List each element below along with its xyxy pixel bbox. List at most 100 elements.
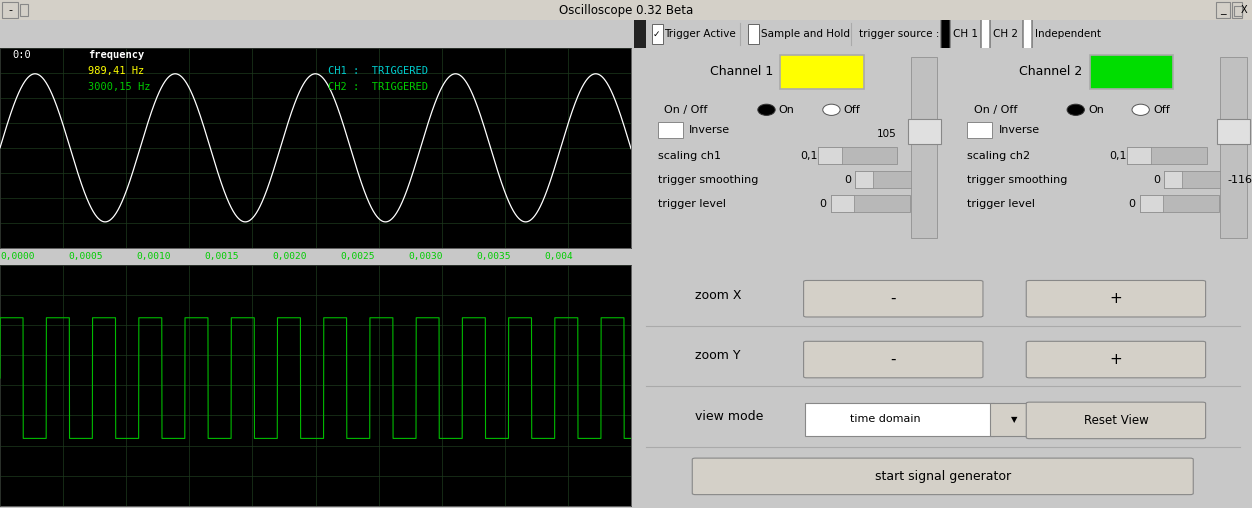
Text: ✓: ✓ bbox=[652, 29, 660, 39]
Text: _: _ bbox=[1221, 5, 1226, 15]
Text: 0: 0 bbox=[1128, 199, 1136, 209]
Text: zoom Y: zoom Y bbox=[695, 350, 741, 362]
FancyBboxPatch shape bbox=[1139, 195, 1163, 212]
Text: 0,0000: 0,0000 bbox=[0, 252, 35, 261]
Text: Off: Off bbox=[1153, 105, 1169, 115]
Text: -116: -116 bbox=[1227, 175, 1252, 185]
Text: CH 2: CH 2 bbox=[993, 29, 1018, 39]
Bar bbox=[1232, 2, 1242, 18]
Text: On / Off: On / Off bbox=[974, 105, 1017, 115]
Circle shape bbox=[1067, 104, 1084, 115]
Text: trigger level: trigger level bbox=[968, 199, 1035, 209]
Bar bbox=[3, 2, 18, 18]
Text: trigger level: trigger level bbox=[659, 199, 726, 209]
FancyBboxPatch shape bbox=[1217, 119, 1249, 144]
FancyBboxPatch shape bbox=[780, 55, 864, 89]
Bar bbox=[968, 122, 993, 138]
Bar bbox=[747, 24, 759, 44]
Circle shape bbox=[982, 0, 990, 157]
Text: frequency: frequency bbox=[89, 50, 144, 60]
FancyBboxPatch shape bbox=[1127, 147, 1207, 165]
Text: CH 1: CH 1 bbox=[953, 29, 978, 39]
FancyBboxPatch shape bbox=[1027, 402, 1206, 438]
Text: 0,0005: 0,0005 bbox=[68, 252, 103, 261]
Text: trigger source :: trigger source : bbox=[859, 29, 939, 39]
Text: Independent: Independent bbox=[1034, 29, 1101, 39]
Circle shape bbox=[942, 0, 950, 157]
FancyBboxPatch shape bbox=[818, 147, 841, 165]
FancyBboxPatch shape bbox=[830, 195, 854, 212]
Text: 3000,15 Hz: 3000,15 Hz bbox=[89, 82, 150, 92]
Text: CH1 :  TRIGGERED: CH1 : TRIGGERED bbox=[328, 66, 428, 76]
Text: view mode: view mode bbox=[695, 410, 764, 423]
Text: -: - bbox=[890, 352, 896, 367]
Bar bbox=[659, 122, 684, 138]
Text: 0:0: 0:0 bbox=[13, 50, 31, 60]
Text: -: - bbox=[890, 291, 896, 306]
Text: 0,0035: 0,0035 bbox=[476, 252, 511, 261]
Text: +: + bbox=[1109, 352, 1122, 367]
FancyBboxPatch shape bbox=[1089, 55, 1173, 89]
Circle shape bbox=[944, 0, 948, 89]
Text: Inverse: Inverse bbox=[998, 125, 1039, 135]
Bar bbox=[651, 24, 662, 44]
Text: On: On bbox=[779, 105, 795, 115]
FancyBboxPatch shape bbox=[1127, 147, 1151, 165]
Text: 0,1: 0,1 bbox=[800, 151, 818, 161]
Circle shape bbox=[823, 104, 840, 115]
Text: 0: 0 bbox=[819, 199, 826, 209]
Text: 0,0015: 0,0015 bbox=[204, 252, 239, 261]
Text: trigger smoothing: trigger smoothing bbox=[659, 175, 759, 185]
Text: Sample and Hold: Sample and Hold bbox=[760, 29, 850, 39]
Text: time domain: time domain bbox=[850, 414, 920, 424]
Text: Channel 1: Channel 1 bbox=[710, 65, 774, 78]
FancyBboxPatch shape bbox=[692, 458, 1193, 495]
FancyBboxPatch shape bbox=[830, 195, 910, 212]
Text: 0,004: 0,004 bbox=[545, 252, 573, 261]
FancyBboxPatch shape bbox=[818, 147, 898, 165]
Text: ▼: ▼ bbox=[1010, 415, 1017, 424]
Text: Reset View: Reset View bbox=[1083, 414, 1148, 427]
Text: 0: 0 bbox=[1153, 175, 1161, 185]
FancyBboxPatch shape bbox=[855, 171, 913, 188]
Text: On: On bbox=[1088, 105, 1104, 115]
Text: On / Off: On / Off bbox=[665, 105, 707, 115]
FancyBboxPatch shape bbox=[908, 119, 940, 144]
Text: 0,1: 0,1 bbox=[1109, 151, 1127, 161]
Circle shape bbox=[1132, 104, 1149, 115]
Bar bbox=[1234, 6, 1242, 16]
FancyBboxPatch shape bbox=[1164, 171, 1222, 188]
Text: X: X bbox=[1241, 5, 1247, 15]
Circle shape bbox=[1023, 0, 1032, 157]
Text: trigger smoothing: trigger smoothing bbox=[968, 175, 1068, 185]
Circle shape bbox=[1072, 107, 1079, 112]
Text: 0,0010: 0,0010 bbox=[136, 252, 170, 261]
FancyBboxPatch shape bbox=[911, 57, 938, 238]
FancyBboxPatch shape bbox=[855, 171, 873, 188]
Text: scaling ch1: scaling ch1 bbox=[659, 151, 721, 161]
Text: 0,0025: 0,0025 bbox=[341, 252, 374, 261]
FancyBboxPatch shape bbox=[1164, 171, 1182, 188]
FancyBboxPatch shape bbox=[1027, 280, 1206, 317]
Text: Trigger Active: Trigger Active bbox=[665, 29, 736, 39]
Text: 105: 105 bbox=[876, 129, 896, 139]
Text: 0,0020: 0,0020 bbox=[272, 252, 307, 261]
Text: start signal generator: start signal generator bbox=[875, 470, 1010, 483]
FancyBboxPatch shape bbox=[1139, 195, 1219, 212]
FancyBboxPatch shape bbox=[1221, 57, 1247, 238]
Text: scaling ch2: scaling ch2 bbox=[968, 151, 1030, 161]
Circle shape bbox=[762, 107, 770, 112]
FancyBboxPatch shape bbox=[805, 403, 994, 436]
FancyBboxPatch shape bbox=[1027, 341, 1206, 378]
Text: CH2 :  TRIGGERED: CH2 : TRIGGERED bbox=[328, 82, 428, 92]
Bar bbox=[1216, 2, 1229, 18]
FancyBboxPatch shape bbox=[990, 403, 1038, 436]
Text: 989,41 Hz: 989,41 Hz bbox=[89, 66, 144, 76]
Bar bbox=[20, 4, 28, 16]
Text: zoom X: zoom X bbox=[695, 289, 742, 302]
Text: Channel 2: Channel 2 bbox=[1019, 65, 1083, 78]
Text: Inverse: Inverse bbox=[689, 125, 730, 135]
Text: 0: 0 bbox=[844, 175, 851, 185]
FancyBboxPatch shape bbox=[804, 280, 983, 317]
FancyBboxPatch shape bbox=[804, 341, 983, 378]
